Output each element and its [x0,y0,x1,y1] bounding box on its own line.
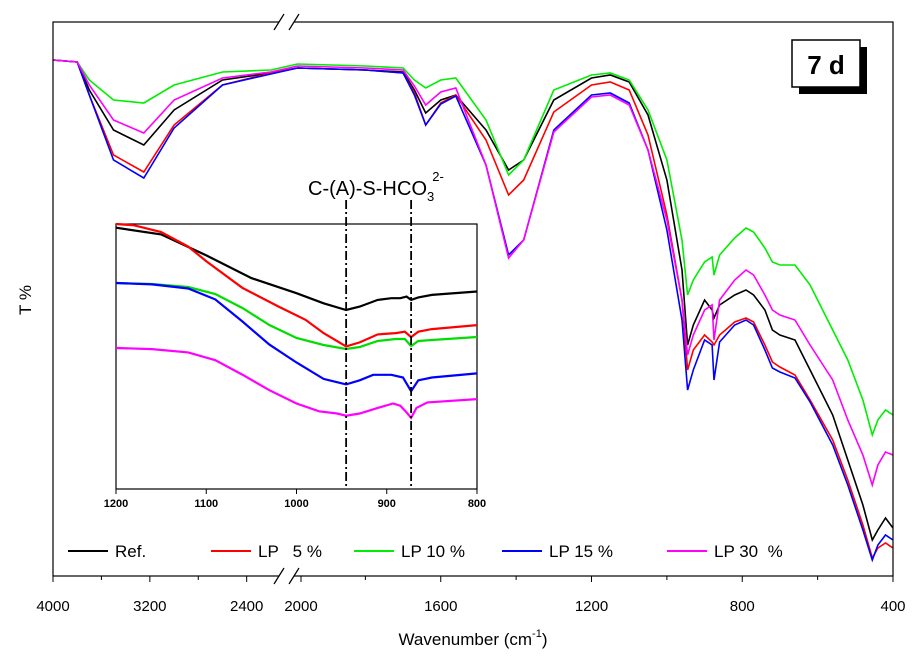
axis-break-top-marker [273,13,300,31]
legend-label: LP 10 % [401,542,465,561]
inset-x-tick-label: 1200 [104,498,128,510]
inset-x-ticks: 1200 1100 1000 900 800 [104,489,486,510]
inset-x-tick-label: 1100 [194,498,218,510]
legend-label: LP 15 % [549,542,613,561]
x-tick-label: 2000 [284,598,317,615]
legend-label: LP 30 % [714,542,783,561]
inset-x-tick-label: 1000 [284,498,308,510]
annotation-carbonate: CO32- [397,169,444,204]
break-gap [279,18,294,26]
inset-series-group [115,200,478,489]
legend: Ref. LP 5 % LP 10 % LP 15 % LP 30 % [68,542,783,561]
x-axis-ticks: 4000 3200 2400 2000 1600 1200 800 400 [36,576,906,615]
axis-break-bottom-marker [273,567,300,585]
inset-series-line [115,222,478,348]
break-slash [288,13,300,31]
series-line [52,59,894,438]
x-tick-label: 4000 [36,598,69,615]
x-tick-label: 1600 [424,598,457,615]
inset-series-line [115,281,478,394]
break-gap [279,572,294,580]
inset-x-tick-label: 900 [378,498,396,510]
x-tick-label: 400 [880,598,905,615]
badge-box [791,39,861,88]
break-slash [273,567,285,585]
x-tick-label: 3200 [133,598,166,615]
inset-x-tick-label: 800 [468,498,486,510]
badge-label: 7 d [807,50,845,80]
x-tick-label: 1200 [575,598,608,615]
legend-label: LP 5 % [258,542,322,561]
inset-frame [115,223,478,490]
plot-frame [52,21,894,577]
series-line [52,59,894,488]
y-axis-label: T % [16,285,35,315]
break-slash [273,13,285,31]
main-series-group [52,59,894,563]
inset-series-line [115,226,478,312]
x-tick-label: 2400 [230,598,263,615]
legend-label: Ref. [115,542,146,561]
x-axis-label: Wavenumber (cm-1) [399,628,548,649]
x-tick-label: 800 [730,598,755,615]
break-slash [288,567,300,585]
series-line [52,59,894,563]
annotation-csh: C-(A)-S-H [308,178,397,200]
